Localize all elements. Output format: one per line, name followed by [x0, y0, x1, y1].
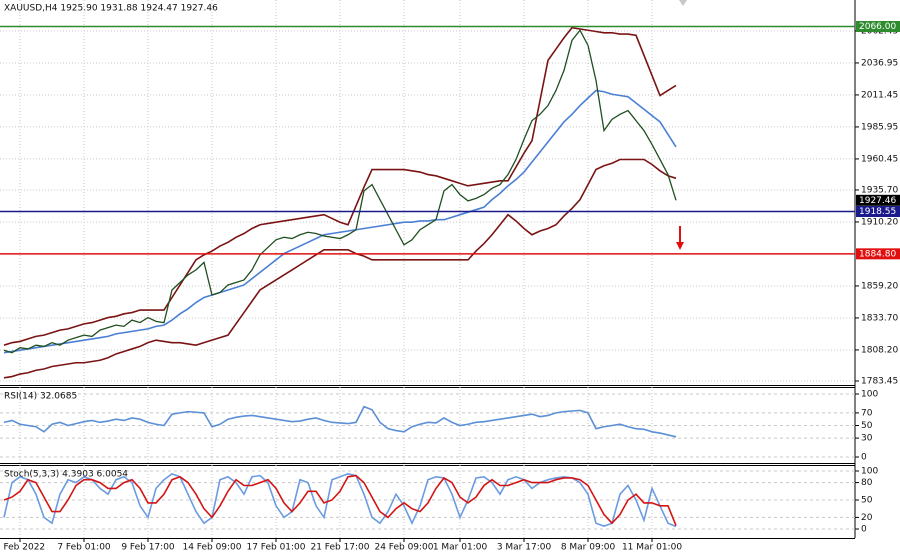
x-tick-label: 11 Mar 01:00 [622, 543, 682, 553]
y-tick-label: 1935.70 [861, 185, 898, 195]
y-tick-label: 100 [861, 466, 878, 476]
y-tick-label: 1833.70 [861, 313, 898, 323]
y-tick-label: 1960.45 [861, 154, 898, 164]
panel-title: XAUUSD,H4 1925.90 1931.88 1924.47 1927.4… [4, 4, 218, 14]
y-tick-label: 30 [861, 434, 873, 444]
level-box [856, 248, 900, 260]
x-tick-label: 14 Feb 09:00 [182, 543, 241, 553]
y-tick-label: 50 [861, 421, 873, 431]
y-tick-label: 50 [861, 495, 873, 505]
x-tick-label: 21 Feb 17:00 [310, 543, 369, 553]
y-tick-label: 20 [861, 513, 873, 523]
arrow-head [676, 242, 684, 250]
series-line [3, 405, 677, 438]
level-box [856, 194, 900, 206]
level-label: 1927.46 [859, 196, 896, 206]
y-tick-label: 100 [861, 389, 878, 399]
panel-title: RSI(14) 32.0685 [4, 392, 77, 402]
level-box [856, 205, 900, 217]
y-tick-label: 70 [861, 408, 873, 418]
x-tick-label: 8 Mar 09:00 [561, 543, 616, 553]
shift-marker [679, 0, 687, 6]
x-tick-label: 9 Feb 17:00 [121, 543, 175, 553]
x-tick-label: 2 Feb 2022 [0, 543, 45, 553]
y-tick-label: 1910.20 [861, 217, 898, 227]
y-tick-label: 1783.45 [861, 376, 898, 386]
frame [0, 0, 856, 539]
panel-title: Stoch(5,3,3) 4.3903 6.0054 [4, 470, 128, 480]
series-line [3, 472, 677, 528]
y-tick-label: 1808.20 [861, 345, 898, 355]
series-line [3, 29, 677, 354]
y-tick-label: 1985.95 [861, 122, 898, 132]
series-line [3, 474, 677, 526]
series-line [3, 158, 677, 379]
x-tick-label: 1 Mar 01:00 [433, 543, 488, 553]
series-line [3, 89, 677, 354]
y-tick-label: 80 [861, 478, 873, 488]
y-tick-label: 2036.95 [861, 58, 898, 68]
level-label: 1918.55 [859, 207, 896, 217]
x-tick-label: 17 Feb 01:00 [246, 543, 305, 553]
y-tick-label: 2011.45 [861, 90, 898, 100]
y-tick-label: 0 [861, 525, 867, 535]
x-tick-label: 3 Mar 17:00 [497, 543, 552, 553]
series-line [3, 26, 677, 346]
level-label: 2066.00 [859, 22, 896, 32]
y-tick-label: 0 [861, 453, 867, 463]
x-tick-label: 7 Feb 01:00 [57, 543, 111, 553]
y-tick-label: 1859.20 [861, 281, 898, 291]
level-label: 1884.80 [859, 249, 896, 259]
level-box [856, 20, 900, 32]
x-tick-label: 24 Feb 09:00 [374, 543, 433, 553]
